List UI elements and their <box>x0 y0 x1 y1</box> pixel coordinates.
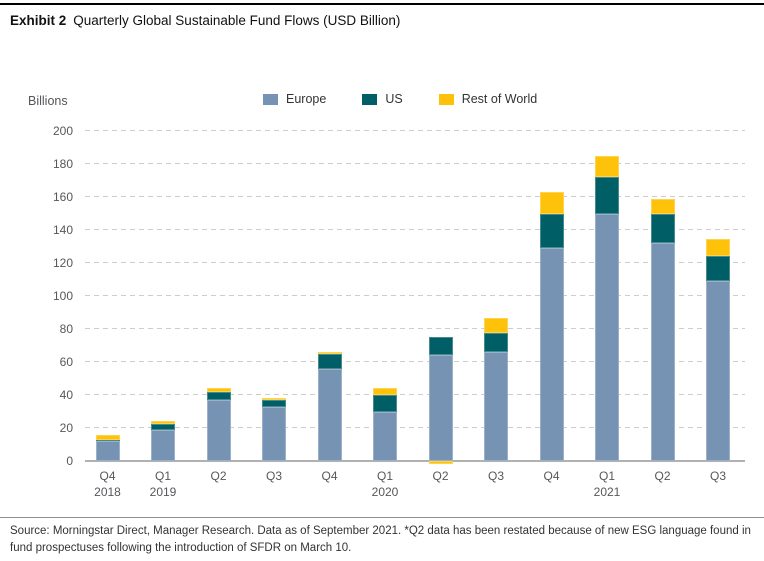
legend-label: Europe <box>286 92 327 106</box>
y-axis-title: Billions <box>28 94 68 108</box>
legend-item-europe: Europe <box>263 92 326 106</box>
bar-segment-us <box>95 440 120 442</box>
y-tick-label: 80 <box>59 322 73 336</box>
exhibit-label: Exhibit 2 <box>10 13 67 28</box>
bar-segment-us <box>373 395 397 413</box>
bar-segment-us <box>650 213 675 244</box>
bar-segment-rest-of-world <box>262 398 286 400</box>
bar-segment-europe <box>706 281 730 461</box>
x-tick-label: Q2 <box>432 469 449 483</box>
y-tick-label: 20 <box>59 421 73 435</box>
legend-label: Rest of World <box>461 92 538 106</box>
bar-segment-europe <box>428 355 453 461</box>
us-swatch-icon <box>362 93 378 105</box>
bar-segment-europe <box>95 441 120 461</box>
gridline <box>85 427 745 428</box>
gridline <box>85 394 745 395</box>
bar-segment-rest-of-world <box>373 388 397 395</box>
y-tick-label: 160 <box>52 190 73 204</box>
source-note: Source: Morningstar Direct, Manager Rese… <box>10 525 751 555</box>
gridline <box>85 328 745 329</box>
gridline <box>85 163 745 164</box>
bar-segment-rest-of-world <box>151 420 175 424</box>
bar-segment-rest-of-world <box>650 198 675 214</box>
bar-segment-europe <box>317 368 342 461</box>
bar-segment-us <box>595 177 619 214</box>
gridline <box>85 361 745 362</box>
bar-segment-rest-of-world <box>206 388 231 392</box>
x-tick-label: Q4 <box>321 469 338 483</box>
plot-area: 0 20 40 60 80 100 120 140 160 180 200 <box>53 125 745 467</box>
y-tick-label: 140 <box>52 223 73 237</box>
y-tick-label: 40 <box>59 388 73 402</box>
gridline <box>85 295 745 296</box>
bar-segment-rest-of-world <box>317 352 342 354</box>
x-tick-label: Q3 <box>487 469 504 483</box>
legend-label: US <box>385 92 403 106</box>
gridline <box>85 229 745 230</box>
legend-item-rest-of-world: Rest of World <box>438 92 538 106</box>
y-tick-label: 120 <box>52 256 73 270</box>
chart-legend: Europe US Rest of World <box>263 92 573 106</box>
x-tick-label: Q1 2021 <box>593 469 621 500</box>
page-title: Quarterly Global Sustainable Fund Flows … <box>73 13 401 28</box>
bar-segment-europe <box>595 213 619 461</box>
bar-segment-europe <box>206 399 231 461</box>
y-tick-label: 100 <box>52 289 73 303</box>
x-tick-label: Q4 <box>543 469 560 483</box>
bar-segment-rest-of-world <box>539 192 564 214</box>
y-tick-label: 0 <box>66 454 73 468</box>
bar-segment-us <box>484 333 508 353</box>
bar-segment-rest-of-world <box>484 318 508 334</box>
bar-segment-us <box>428 337 453 356</box>
bar-segment-rest-of-world <box>706 239 730 256</box>
gridline <box>85 130 745 131</box>
x-tick-label: Q1 2020 <box>371 469 399 500</box>
gridline <box>85 196 745 197</box>
gridline <box>85 262 745 263</box>
footer-divider <box>0 517 764 518</box>
bar-segment-rest-of-world <box>428 461 453 465</box>
x-tick-label: Q3 <box>265 469 282 483</box>
y-tick-label: 200 <box>52 124 73 138</box>
x-axis-labels: Q4 2018 Q1 2019 Q2 Q3 Q4 Q1 2020 Q2 Q3 Q4 Q1 2021 Q2 Q3 <box>85 468 745 504</box>
top-divider <box>0 3 764 5</box>
bar-segment-rest-of-world <box>595 155 619 178</box>
bar-segment-us <box>206 391 231 400</box>
bar-segment-europe <box>151 430 175 461</box>
bar-segment-europe <box>539 248 564 461</box>
legend-item-us: US <box>362 92 403 106</box>
x-tick-label: Q2 <box>210 469 227 483</box>
y-tick-label: 180 <box>52 157 73 171</box>
y-tick-label: 60 <box>59 355 73 369</box>
chart-meta-row: Billions Europe US Rest of World <box>0 92 764 110</box>
x-tick-label: Q2 <box>654 469 671 483</box>
x-tick-label: Q4 2018 <box>94 469 121 500</box>
bar-segment-us <box>262 399 286 407</box>
bar-segment-us <box>539 213 564 249</box>
bar-segment-us <box>317 353 342 369</box>
rest-of-world-swatch-icon <box>438 93 454 105</box>
bar-segment-us <box>151 423 175 431</box>
x-tick-label: Q1 2019 <box>149 469 177 500</box>
x-tick-label: Q3 <box>709 469 726 483</box>
europe-swatch-icon <box>263 93 278 105</box>
bar-segment-europe <box>650 243 675 461</box>
bar-segment-europe <box>484 352 508 461</box>
chart-title-row: Exhibit 2 Quarterly Global Sustainable Fu… <box>10 13 400 28</box>
x-axis-line <box>85 460 745 462</box>
bar-segment-rest-of-world <box>95 434 120 441</box>
bar-segment-europe <box>262 406 286 461</box>
bar-segment-us <box>706 255 730 282</box>
bar-segment-europe <box>373 412 397 461</box>
